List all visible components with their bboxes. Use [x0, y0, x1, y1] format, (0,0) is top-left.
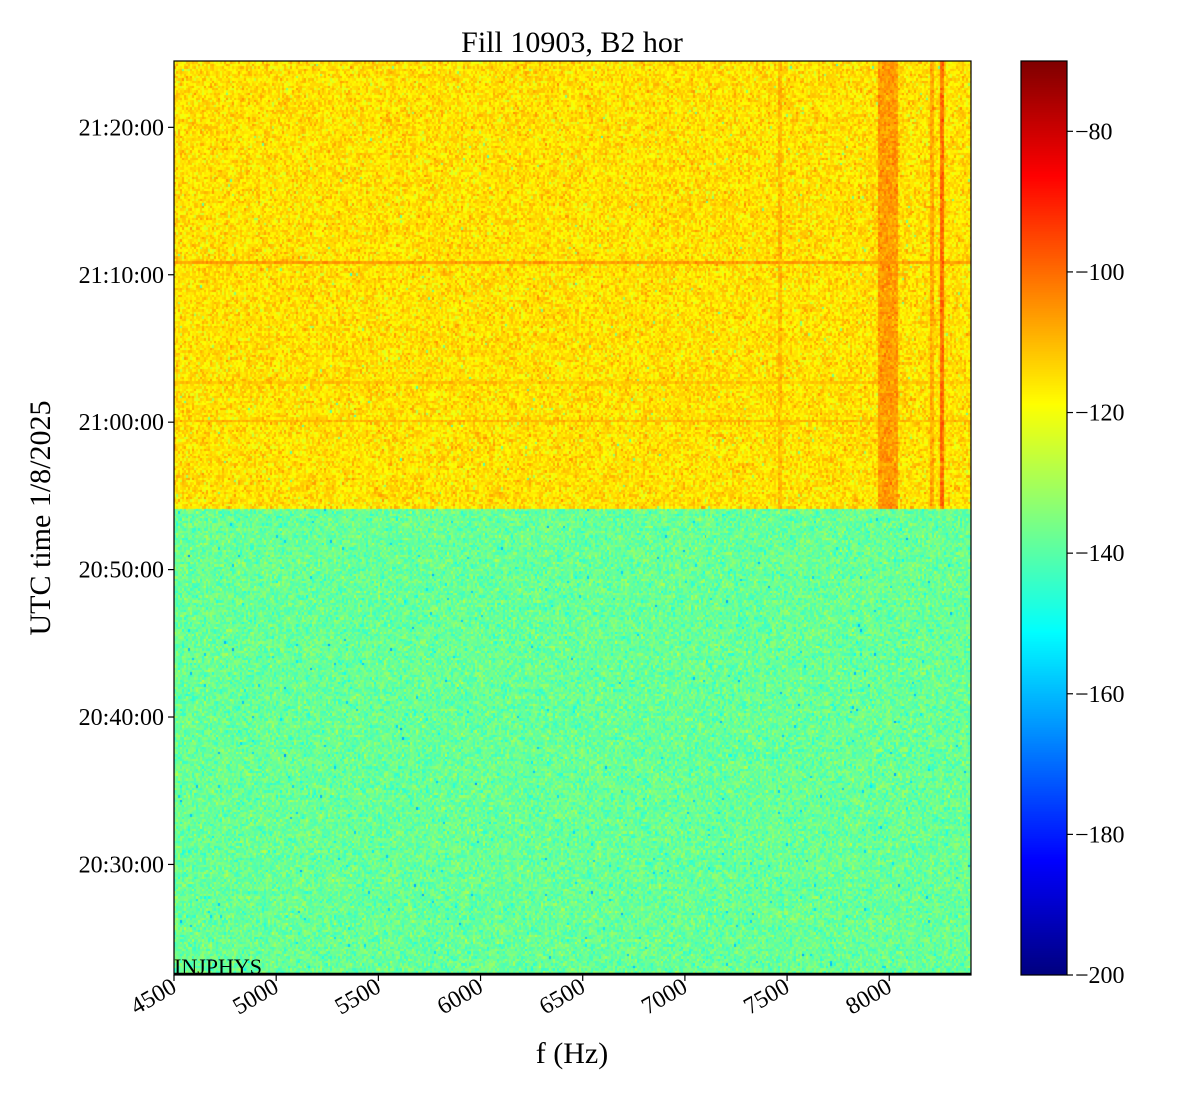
colorbar-tick-label: −80 [1075, 119, 1113, 145]
y-tick-label: 21:00:00 [79, 410, 164, 436]
colorbar [1021, 61, 1067, 975]
chart-title: Fill 10903, B2 hor [461, 26, 683, 59]
colorbar-axis: −80 −100 −120 −140 −160 −180 −200 [1067, 119, 1125, 989]
x-tick-label: 6000 [433, 974, 488, 1021]
x-tick-label: 7000 [637, 974, 692, 1021]
spectrogram-heatmap [174, 61, 971, 975]
x-tick-label: 4500 [126, 974, 181, 1021]
colorbar-tick-label: −120 [1075, 401, 1125, 427]
x-axis-label: f (Hz) [536, 1037, 608, 1070]
colorbar-tick-label: −180 [1075, 822, 1125, 848]
x-axis: 4500 5000 5500 6000 6500 7000 7500 8000 [126, 974, 896, 1021]
colorbar-tick-label: −100 [1075, 260, 1125, 286]
y-axis: 20:30:00 20:40:00 20:50:00 21:00:00 21:10:00… [79, 115, 174, 878]
y-axis-label: UTC time 1/8/2025 [24, 401, 57, 636]
x-tick-label: 7500 [740, 974, 795, 1021]
x-tick-label: 5500 [331, 974, 386, 1021]
y-tick-label: 20:40:00 [79, 705, 164, 731]
x-tick-label: 5000 [229, 974, 284, 1021]
colorbar-tick-label: −160 [1075, 682, 1125, 708]
y-tick-label: 20:50:00 [79, 558, 164, 584]
x-tick-label: 6500 [535, 974, 590, 1021]
colorbar-tick-label: −200 [1075, 963, 1125, 989]
y-tick-label: 20:30:00 [79, 852, 164, 878]
colorbar-tick-label: −140 [1075, 541, 1125, 567]
y-tick-label: 21:20:00 [79, 115, 164, 141]
x-tick-label: 8000 [842, 974, 897, 1021]
y-tick-label: 21:10:00 [79, 263, 164, 289]
